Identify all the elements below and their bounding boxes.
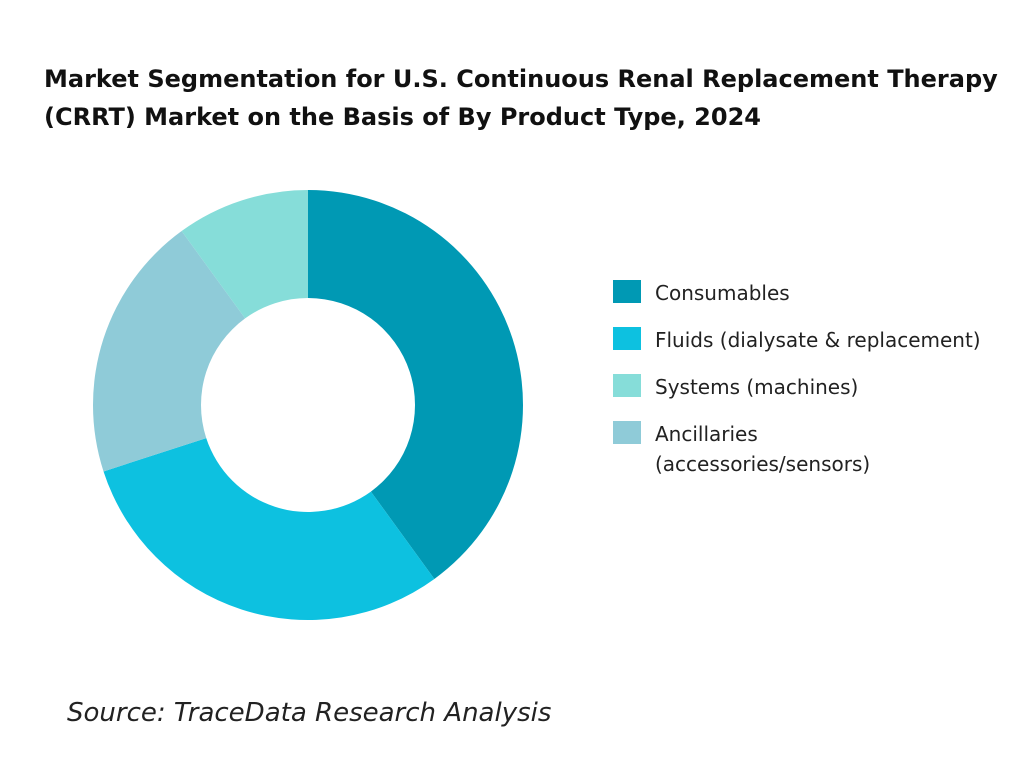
legend-swatch — [613, 280, 641, 303]
legend-item: Fluids (dialysate & replacement) — [613, 325, 1024, 355]
legend-item: Ancillaries (accessories/sensors) — [613, 419, 1024, 479]
source-note: Source: TraceData Research Analysis — [67, 698, 552, 728]
chart-title: Market Segmentation for U.S. Continuous … — [44, 65, 998, 131]
slice-fluids-dialysate-replacement — [103, 438, 435, 620]
legend-swatch — [613, 327, 641, 350]
legend: Consumables Fluids (dialysate & replaceme… — [613, 278, 1024, 496]
legend-label: Ancillaries (accessories/sensors) — [655, 422, 871, 476]
slice-systems-machines — [181, 190, 308, 319]
legend-label: Fluids (dialysate & replacement) — [655, 328, 981, 352]
legend-label: Consumables — [655, 281, 790, 305]
legend-item: Systems (machines) — [613, 372, 1024, 402]
legend-item: Consumables — [613, 278, 1024, 308]
slice-consumables — [308, 190, 524, 579]
legend-label: Systems (machines) — [655, 375, 859, 399]
slice-ancillaries-accessories-sensors — [92, 231, 246, 472]
legend-swatch — [613, 374, 641, 397]
legend-swatch — [613, 421, 641, 444]
